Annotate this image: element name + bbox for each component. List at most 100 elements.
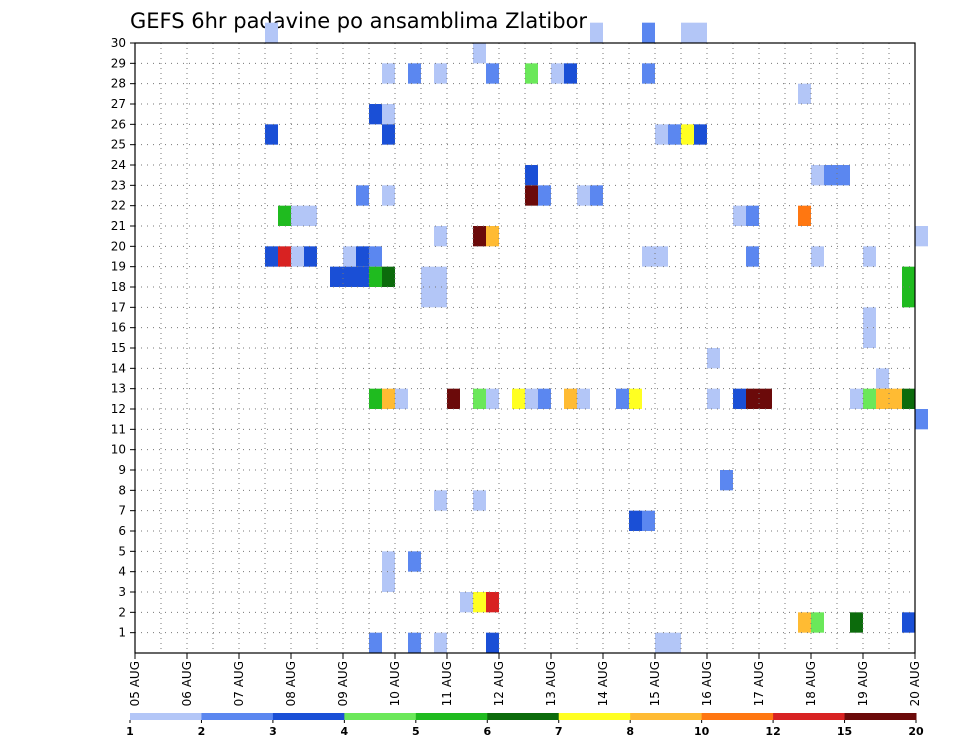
precip-cell <box>304 205 317 226</box>
y-tick-label: 30 <box>111 36 126 50</box>
precip-cell <box>434 287 447 308</box>
precip-cell <box>642 510 655 531</box>
precip-cell <box>343 266 356 287</box>
precip-cell <box>265 246 278 267</box>
precip-cell <box>902 388 915 409</box>
precip-cell <box>629 510 642 531</box>
x-tick-label: 09 AUG <box>336 661 350 706</box>
precip-cell <box>655 632 668 653</box>
precip-cell <box>486 226 499 247</box>
x-tick-label: 14 AUG <box>596 661 610 706</box>
legend-label: 1 <box>126 725 134 738</box>
precip-cell <box>473 388 486 409</box>
precip-cell <box>512 388 525 409</box>
precip-cell <box>733 388 746 409</box>
precip-cell <box>642 22 655 43</box>
legend-label: 12 <box>765 725 780 738</box>
precipitation-cells <box>265 22 928 653</box>
x-tick-label: 07 AUG <box>232 661 246 706</box>
precip-cell <box>577 388 590 409</box>
legend-label: 20 <box>908 725 924 738</box>
x-tick-label: 13 AUG <box>544 661 558 706</box>
precip-cell <box>694 22 707 43</box>
legend-swatch <box>630 713 703 720</box>
precip-cell <box>564 63 577 84</box>
legend-swatch <box>201 713 274 720</box>
x-tick-label: 10 AUG <box>388 661 402 706</box>
precip-cell <box>551 63 564 84</box>
precip-cell <box>525 165 538 186</box>
precip-cell <box>434 266 447 287</box>
precip-cell <box>369 388 382 409</box>
precip-cell <box>382 266 395 287</box>
precip-cell <box>850 388 863 409</box>
legend-swatch <box>344 713 417 720</box>
y-tick-label: 26 <box>111 117 126 131</box>
precip-cell <box>668 124 681 145</box>
precip-cell <box>811 246 824 267</box>
precip-cell <box>382 388 395 409</box>
y-tick-label: 21 <box>111 219 126 233</box>
precip-cell <box>525 388 538 409</box>
precip-cell <box>369 246 382 267</box>
precip-cell <box>291 246 304 267</box>
precip-cell <box>863 327 876 348</box>
y-tick-label: 23 <box>111 178 126 192</box>
legend-label: 15 <box>837 725 852 738</box>
y-tick-label: 2 <box>118 605 126 619</box>
legend-swatch <box>773 713 846 720</box>
precip-cell <box>382 551 395 572</box>
precip-cell <box>473 490 486 511</box>
precip-cell <box>707 388 720 409</box>
y-tick-label: 18 <box>111 280 126 294</box>
precip-cell <box>460 592 473 613</box>
grid-lines <box>135 42 915 653</box>
precip-cell <box>408 63 421 84</box>
precip-cell <box>642 246 655 267</box>
precip-cell <box>694 124 707 145</box>
color-legend: 1 2 3 4 5 6 7 8 10 12 15 20 <box>126 713 924 738</box>
y-axis: 1234567891011121314151617181920212223242… <box>111 36 135 640</box>
x-tick-label: 16 AUG <box>700 661 714 706</box>
y-tick-label: 11 <box>111 422 126 436</box>
precip-cell <box>330 266 343 287</box>
y-tick-label: 9 <box>118 463 126 477</box>
y-tick-label: 25 <box>111 138 126 152</box>
legend-label: 10 <box>694 725 710 738</box>
precip-cell <box>473 592 486 613</box>
precip-cell <box>590 22 603 43</box>
precip-cell <box>876 368 889 389</box>
precip-cell <box>382 124 395 145</box>
precip-cell <box>564 388 577 409</box>
precip-cell <box>915 409 928 430</box>
legend-swatch <box>558 713 631 720</box>
y-tick-label: 29 <box>111 56 126 70</box>
precip-cell <box>382 185 395 206</box>
precip-cell <box>681 22 694 43</box>
precip-cell <box>759 388 772 409</box>
precip-cell <box>811 165 824 186</box>
legend-label: 5 <box>412 725 420 738</box>
x-tick-label: 08 AUG <box>284 661 298 706</box>
precip-cell <box>746 205 759 226</box>
precip-cell <box>863 246 876 267</box>
precip-cell <box>356 246 369 267</box>
legend-swatch <box>701 713 774 720</box>
precip-cell <box>343 246 356 267</box>
precip-cell <box>746 388 759 409</box>
precip-cell <box>473 226 486 247</box>
precip-cell <box>915 226 928 247</box>
precip-cell <box>434 63 447 84</box>
y-tick-label: 3 <box>118 585 126 599</box>
precip-cell <box>421 266 434 287</box>
precip-cell <box>798 83 811 104</box>
x-tick-label: 18 AUG <box>804 661 818 706</box>
precip-cell <box>408 551 421 572</box>
x-axis: 05 AUG 06 AUG 07 AUG 08 AUG 09 AUG 10 AUG 11 A… <box>128 653 922 706</box>
legend-label: 2 <box>198 725 206 738</box>
y-tick-label: 7 <box>118 504 126 518</box>
legend-label: 7 <box>555 725 563 738</box>
chart-title: GEFS 6hr padavine po ansamblima Zlatibor <box>130 9 587 33</box>
legend-label: 8 <box>626 725 634 738</box>
